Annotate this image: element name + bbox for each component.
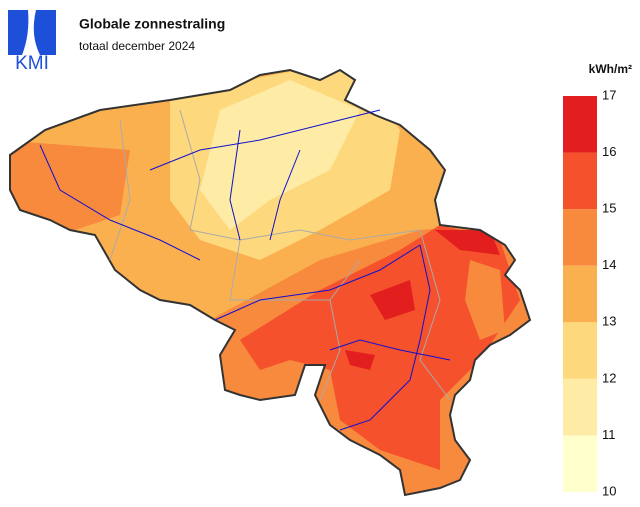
legend-swatch <box>563 96 597 153</box>
legend-tick-label: 17 <box>602 87 616 102</box>
legend-tick-label: 12 <box>602 370 616 385</box>
title: Globale zonnestraling <box>79 16 225 32</box>
logo: KMI <box>8 10 56 74</box>
legend-tick-label: 14 <box>602 257 616 272</box>
legend: 10 11 12 13 14 15 16 17 <box>563 87 616 498</box>
legend-swatch <box>563 209 597 266</box>
country-border <box>9 68 532 497</box>
legend-swatch <box>563 152 597 210</box>
legend-tick-label: 11 <box>602 427 616 442</box>
legend-tick-label: 15 <box>602 201 616 216</box>
legend-swatch <box>563 265 597 323</box>
rivers <box>39 109 451 431</box>
subtitle: totaal december 2024 <box>79 39 195 53</box>
legend-swatch <box>563 435 597 492</box>
legend-unit: kWh/m² <box>589 62 632 76</box>
logo-text: KMI <box>15 53 49 74</box>
legend-tick-label: 10 <box>602 483 616 498</box>
map <box>10 70 530 495</box>
legend-swatch <box>563 378 597 436</box>
legend-tick-label: 13 <box>602 314 616 329</box>
legend-tick-label: 16 <box>602 144 616 159</box>
legend-swatch <box>563 322 597 379</box>
